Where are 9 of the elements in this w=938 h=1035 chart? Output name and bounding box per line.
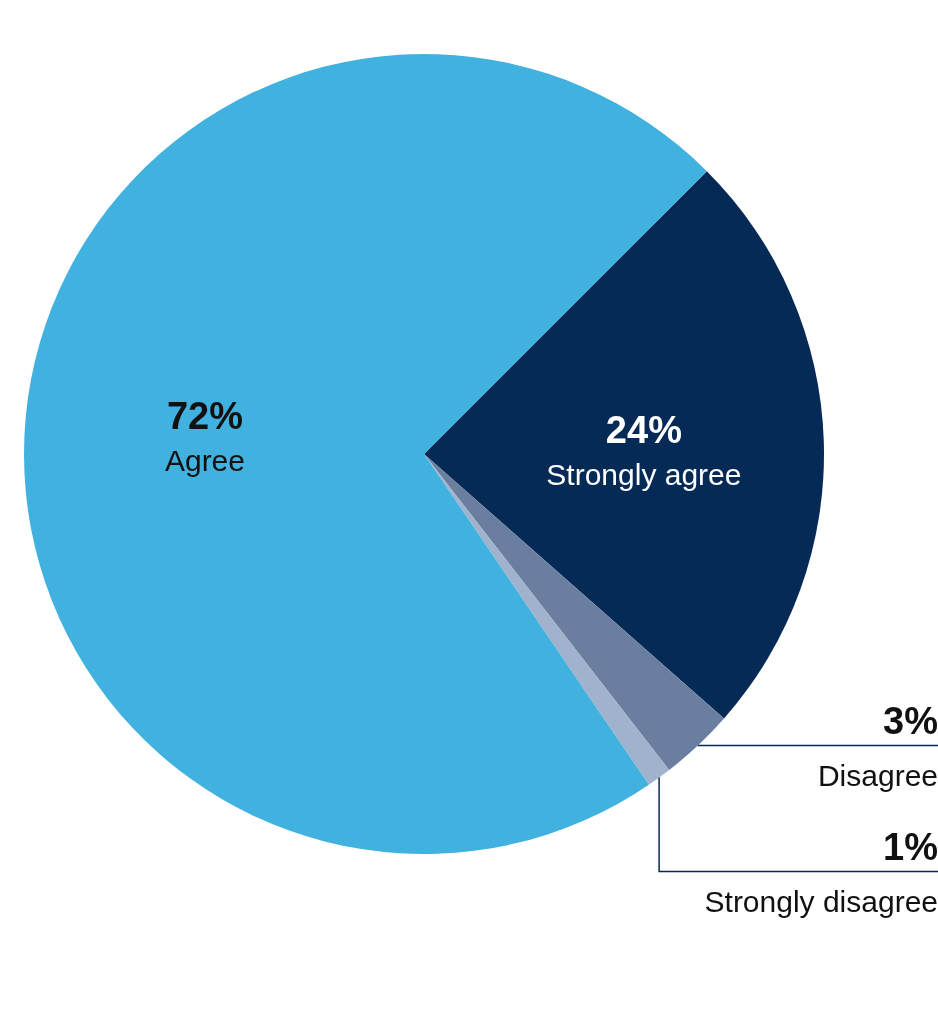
slice-label: Strongly agree [546, 458, 742, 492]
slice-label: Disagree [817, 758, 938, 792]
pie-slice [424, 171, 824, 719]
data-label: 24% [605, 409, 682, 452]
slice-label: Agree [164, 444, 246, 478]
data-label: 3% [883, 699, 938, 742]
data-label: 72% [166, 395, 244, 438]
data-label: 1% [883, 825, 938, 868]
slice-label: Strongly disagree [704, 884, 938, 918]
